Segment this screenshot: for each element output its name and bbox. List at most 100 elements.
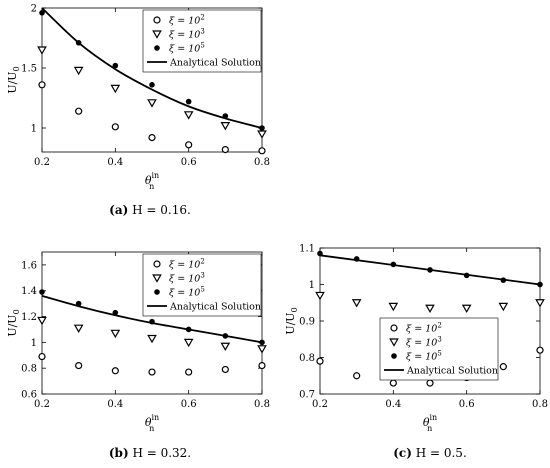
series-4	[41, 295, 263, 344]
legend-label: ξ = 102	[406, 322, 442, 335]
data-point-circle	[148, 134, 156, 142]
x-tick-label: 0.4	[107, 157, 123, 168]
data-point-circle	[316, 357, 324, 365]
legend-label: Analytical Solution	[169, 302, 261, 313]
x-axis-label: θin n	[423, 413, 437, 433]
data-point-circle	[75, 362, 83, 370]
legend-marker-circle	[153, 16, 161, 24]
data-point-circle	[426, 379, 434, 387]
data-point-triangle	[73, 66, 84, 76]
x-tick-label: 0.6	[181, 157, 197, 168]
data-point-triangle	[110, 329, 121, 339]
data-point-triangle	[147, 334, 157, 344]
legend-label: ξ = 103	[169, 28, 205, 41]
data-point-triangle	[461, 304, 472, 314]
x-tick-label: 0.2	[34, 399, 50, 410]
analytical-line	[319, 254, 541, 286]
data-point-circle	[353, 372, 361, 380]
data-point-triangle	[183, 111, 194, 120]
y-tick-label: 1.1	[299, 244, 315, 255]
y-tick-label: 1	[309, 280, 315, 291]
x-tick-label: 0.4	[107, 399, 123, 410]
data-point-triangle	[37, 46, 47, 55]
y-tick-label: 0.9	[299, 317, 315, 328]
legend-label: ξ = 105	[169, 42, 205, 55]
plot-frame	[41, 7, 263, 153]
data-point-circle	[258, 147, 266, 155]
figure-caption: (a) H = 0.16.	[109, 203, 191, 217]
y-axis-label: U/U0	[284, 307, 299, 334]
y-tick-label: 1.5	[21, 64, 37, 75]
legend-label: ξ = 105	[169, 286, 205, 299]
data-point-circle	[185, 368, 193, 376]
data-point-circle	[38, 81, 46, 89]
legend-label: Analytical Solution	[169, 58, 261, 69]
y-tick-label: 1.6	[21, 260, 37, 271]
data-point-triangle	[220, 342, 231, 352]
y-tick-label: 1.2	[21, 312, 37, 323]
x-axis-label: θin n	[145, 413, 159, 433]
data-point-triangle	[257, 345, 267, 354]
y-axis-label: U/U0	[6, 66, 21, 93]
y-tick-label: 1.4	[21, 286, 37, 297]
data-point-triangle	[498, 302, 509, 312]
y-tick-label: 2	[31, 4, 37, 15]
data-point-triangle	[147, 99, 157, 108]
x-tick-label: 0.6	[459, 399, 475, 410]
analytical-line	[41, 295, 263, 344]
data-point-triangle	[183, 338, 194, 348]
data-point-dot	[185, 98, 192, 105]
y-tick-label: 1	[31, 124, 37, 135]
data-point-circle	[536, 346, 544, 354]
chart-3: 0.2 0.4 0.6 0.8 0.7 0.8 0.9 1 1.1 U/U0 θin n ξ = 102…	[284, 244, 548, 461]
data-point-dot	[39, 10, 45, 16]
legend-marker-triangle	[389, 338, 399, 347]
data-point-circle	[38, 352, 46, 361]
x-tick-label: 0.6	[181, 399, 197, 410]
legend-label: ξ = 103	[406, 336, 442, 349]
legend-marker-circle	[153, 260, 161, 268]
x-tick-label: 0.4	[385, 399, 401, 410]
legend-label: Analytical Solution	[406, 366, 498, 377]
series-1	[38, 81, 266, 155]
y-tick-label: 0.6	[21, 390, 37, 401]
x-axis-label: θin n	[145, 171, 159, 191]
y-tick-label: 0.8	[21, 364, 37, 375]
legend-label: ξ = 105	[406, 350, 442, 363]
legend-label: ξ = 103	[169, 272, 205, 285]
series-4	[41, 7, 263, 129]
series-2	[37, 46, 267, 139]
x-tick-label: 0.8	[254, 157, 270, 168]
data-point-triangle	[535, 299, 545, 308]
series-1	[38, 352, 266, 376]
data-point-dot	[39, 289, 45, 295]
x-tick-label: 0.2	[312, 399, 328, 410]
y-tick-label: 0.8	[299, 353, 315, 364]
data-point-triangle	[425, 304, 435, 314]
series-2	[315, 291, 545, 314]
legend-marker-circle	[390, 324, 398, 332]
y-axis-label: U/U0	[6, 309, 21, 336]
legend-marker-triangle	[152, 274, 162, 283]
figure-caption: (b) H = 0.32.	[109, 446, 191, 460]
legend-label: ξ = 102	[169, 258, 205, 271]
data-point-triangle	[257, 130, 267, 139]
data-point-triangle	[220, 122, 231, 131]
x-tick-label: 0.8	[254, 399, 270, 410]
chart-2: 0.2 0.4 0.6 0.8 0.6 0.8 1 1.2 1.4 1.6 U/U0 θin n ξ = …	[6, 251, 270, 460]
data-point-circle	[111, 367, 119, 375]
data-point-triangle	[37, 316, 47, 326]
analytical-line	[41, 7, 263, 129]
data-point-circle	[221, 146, 229, 154]
y-tick-label: 1	[31, 338, 37, 349]
data-point-dot	[149, 82, 155, 88]
series-2	[37, 316, 267, 354]
data-point-circle	[389, 379, 397, 387]
data-point-circle	[499, 363, 507, 371]
data-point-circle	[75, 107, 83, 115]
series-3	[317, 250, 543, 288]
